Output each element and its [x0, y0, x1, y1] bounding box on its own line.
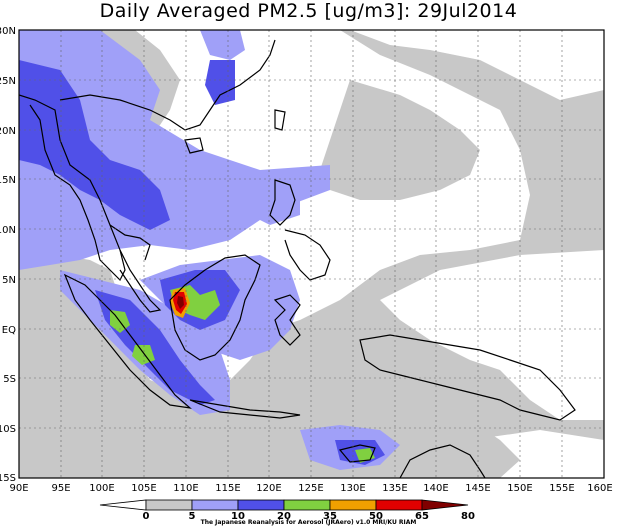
lat-label: 5N	[2, 275, 16, 286]
colorbar-label: 35	[323, 511, 337, 522]
lon-label: 145E	[465, 483, 490, 494]
lon-label: 160E	[587, 483, 612, 494]
lon-label: 120E	[256, 483, 281, 494]
coast-borneo	[169, 254, 261, 361]
coast-sumatra	[63, 273, 192, 409]
lon-label: 130E	[340, 483, 365, 494]
lat-label: 5S	[3, 374, 16, 385]
colorbar-segment-10-20	[191, 499, 239, 511]
lat-label: 10S	[0, 424, 16, 435]
colorbar-segment-50-65	[329, 499, 377, 511]
colorbar-segment-20-35	[237, 499, 285, 511]
coast-taiwan	[274, 109, 286, 131]
colorbar-segment-35-50	[283, 499, 331, 511]
colorbar-label: 65	[415, 511, 429, 522]
lon-label: 100E	[89, 483, 114, 494]
coast-sulawesi	[273, 294, 301, 346]
light-blue-north	[200, 30, 245, 60]
colorbar-label: 0	[143, 511, 150, 522]
light-blue-philippines	[250, 190, 300, 225]
colorbar-label: 50	[369, 511, 383, 522]
coast-timor	[338, 444, 376, 463]
lon-label: 150E	[507, 483, 532, 494]
darkred-hotspot	[177, 296, 184, 309]
lat-label: 15S	[0, 473, 16, 484]
coast-java	[189, 399, 301, 419]
lon-label: 90E	[9, 483, 28, 494]
lon-label: 115E	[215, 483, 240, 494]
clean-air-north-east	[350, 30, 604, 100]
lon-labels: 90E 95E 100E 105E 110E 115E 120E 125E 13…	[9, 483, 612, 494]
colorbar	[99, 499, 469, 511]
coast-gulf-thailand	[109, 224, 151, 261]
lat-label: 30N	[0, 26, 16, 37]
colorbar-segment-80-plus	[421, 499, 469, 511]
coast-australia	[399, 444, 486, 478]
colorbar-labels: 0 5 10 20 35 50 65 80	[143, 511, 475, 522]
lon-label: 125E	[298, 483, 323, 494]
lon-label: 95E	[51, 483, 70, 494]
map-title: Daily Averaged PM2.5 [ug/m3]: 29Jul2014	[99, 0, 518, 22]
credit-text: The Japanese Reanalysis for Aerosol (JRA…	[200, 519, 417, 526]
colorbar-label: 80	[461, 511, 475, 522]
dark-blue-north	[205, 60, 235, 105]
lat-label: 20N	[0, 126, 16, 137]
lat-label: 10N	[0, 225, 16, 236]
coast-philippines-luzon	[269, 179, 296, 226]
colorbar-label: 20	[277, 511, 291, 522]
coast-new-guinea	[359, 334, 576, 421]
lon-label: 105E	[131, 483, 156, 494]
coast-malay-peninsula	[119, 249, 162, 313]
lat-label: 15N	[0, 175, 16, 186]
colorbar-segment-65-80	[375, 499, 423, 511]
coast-mainland-asia	[19, 94, 126, 282]
coast-philippines-south	[284, 229, 331, 281]
coast-hainan	[184, 137, 204, 154]
colorbar-label: 5	[189, 511, 196, 522]
grey-plume-pacific	[320, 80, 480, 200]
plot-frame	[18, 29, 605, 479]
coast-china	[59, 39, 276, 131]
coastlines	[19, 39, 576, 478]
lat-labels: 30N 25N 20N 15N 10N 5N EQ 5S 10S 15S	[0, 26, 16, 484]
colorbar-segment-5-10	[145, 499, 193, 511]
dark-blue-indochina	[19, 60, 170, 230]
lat-label: 25N	[0, 76, 16, 87]
colorbar-label: 10	[231, 511, 245, 522]
colorbar-segment-0-5	[99, 499, 147, 511]
lon-label: 140E	[423, 483, 448, 494]
concentration-fields	[19, 30, 604, 478]
lon-label: 110E	[173, 483, 198, 494]
lat-label: EQ	[2, 325, 16, 336]
lon-label: 135E	[382, 483, 407, 494]
lon-label: 155E	[549, 483, 574, 494]
